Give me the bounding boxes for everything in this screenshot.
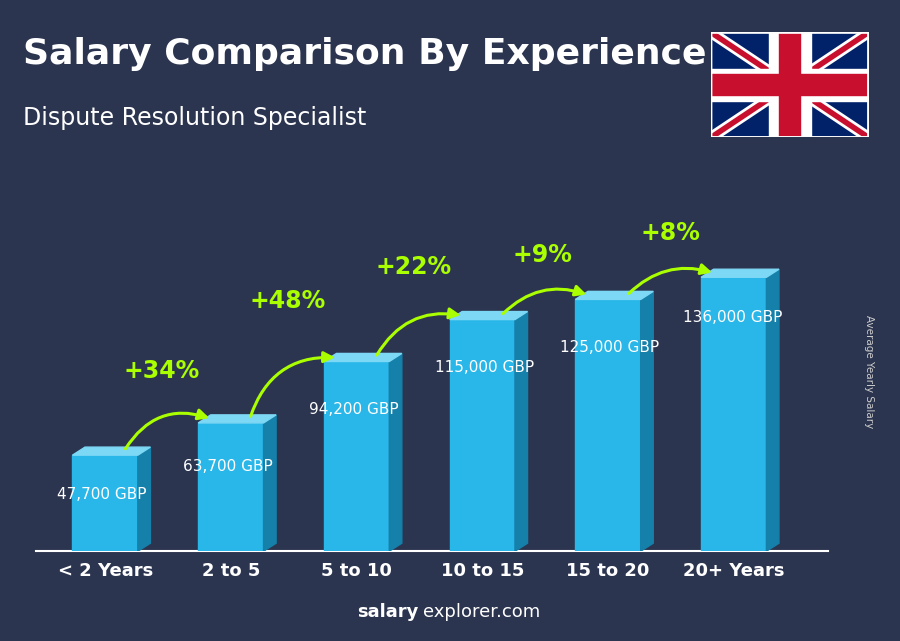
Text: 94,200 GBP: 94,200 GBP xyxy=(309,402,399,417)
Text: 63,700 GBP: 63,700 GBP xyxy=(183,459,273,474)
Text: +9%: +9% xyxy=(513,243,572,267)
Text: Dispute Resolution Specialist: Dispute Resolution Specialist xyxy=(23,106,367,129)
Bar xyxy=(769,33,811,137)
Text: 115,000 GBP: 115,000 GBP xyxy=(435,360,534,375)
Polygon shape xyxy=(73,455,138,551)
Bar xyxy=(711,69,868,101)
Bar xyxy=(779,33,800,137)
Bar xyxy=(711,74,868,96)
Text: 136,000 GBP: 136,000 GBP xyxy=(683,310,783,324)
Polygon shape xyxy=(701,278,767,551)
Polygon shape xyxy=(450,320,515,551)
Polygon shape xyxy=(450,312,527,320)
Text: 47,700 GBP: 47,700 GBP xyxy=(58,487,147,503)
Text: +8%: +8% xyxy=(641,221,701,245)
Polygon shape xyxy=(198,415,276,423)
Polygon shape xyxy=(73,447,150,455)
Polygon shape xyxy=(390,353,401,551)
Polygon shape xyxy=(198,423,264,551)
Text: +48%: +48% xyxy=(249,289,326,313)
Text: salary: salary xyxy=(357,603,418,621)
Polygon shape xyxy=(515,312,527,551)
Polygon shape xyxy=(641,292,653,551)
Text: Salary Comparison By Experience: Salary Comparison By Experience xyxy=(23,37,706,71)
Polygon shape xyxy=(324,353,401,362)
Text: 125,000 GBP: 125,000 GBP xyxy=(560,340,660,354)
Polygon shape xyxy=(701,269,779,278)
Polygon shape xyxy=(138,447,150,551)
Text: Average Yearly Salary: Average Yearly Salary xyxy=(863,315,874,428)
Text: explorer.com: explorer.com xyxy=(423,603,540,621)
Text: +34%: +34% xyxy=(123,359,200,383)
Polygon shape xyxy=(324,362,390,551)
Polygon shape xyxy=(767,269,779,551)
Polygon shape xyxy=(575,299,641,551)
Polygon shape xyxy=(575,292,653,299)
Polygon shape xyxy=(264,415,276,551)
Text: +22%: +22% xyxy=(375,255,451,279)
